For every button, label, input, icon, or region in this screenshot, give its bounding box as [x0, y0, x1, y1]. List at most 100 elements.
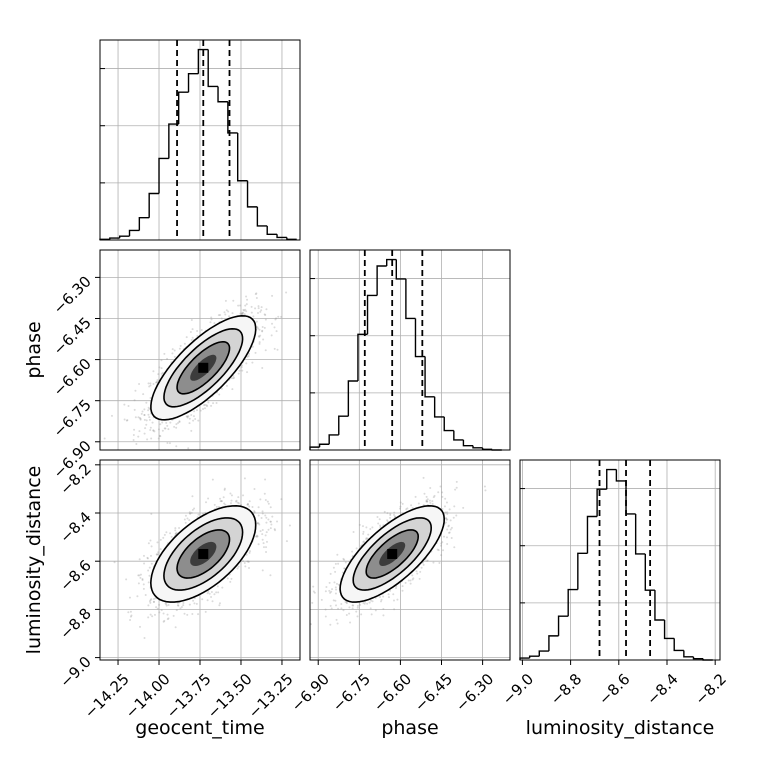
- scatter-point: [152, 429, 155, 432]
- scatter-point: [147, 616, 150, 619]
- scatter-point: [168, 442, 171, 445]
- scatter-point: [163, 619, 166, 622]
- scatter-point: [444, 497, 447, 500]
- scatter-point: [440, 554, 443, 557]
- scatter-point: [342, 609, 345, 612]
- scatter-point: [484, 489, 487, 492]
- scatter-point: [167, 603, 170, 606]
- scatter-point: [274, 318, 277, 321]
- scatter-point: [190, 338, 193, 341]
- scatter-point: [432, 561, 435, 564]
- scatter-point: [443, 505, 446, 508]
- scatter-point: [229, 580, 232, 583]
- scatter-point: [158, 366, 161, 369]
- scatter-point: [152, 601, 155, 604]
- scatter-point: [155, 606, 158, 609]
- scatter-point: [171, 348, 174, 351]
- scatter-point: [148, 574, 151, 577]
- scatter-point: [261, 325, 264, 328]
- scatter-point: [130, 614, 133, 617]
- scatter-point: [150, 554, 153, 557]
- scatter-point: [255, 320, 258, 323]
- scatter-point: [150, 512, 153, 515]
- scatter-point: [362, 601, 365, 604]
- scatter-point: [126, 419, 129, 422]
- scatter-point: [276, 520, 279, 523]
- scatter-point: [334, 562, 337, 565]
- scatter-point: [419, 570, 422, 573]
- scatter-point: [280, 315, 283, 318]
- scatter-point: [152, 600, 155, 603]
- scatter-point: [210, 404, 213, 407]
- scatter-point: [355, 547, 358, 550]
- scatter-point: [258, 328, 261, 331]
- scatter-point: [174, 626, 177, 629]
- scatter-point: [196, 409, 199, 412]
- scatter-point: [426, 500, 429, 503]
- scatter-point: [330, 607, 333, 610]
- scatter-point: [276, 348, 279, 351]
- scatter-point: [200, 329, 203, 332]
- scatter-point: [386, 520, 389, 523]
- scatter-point: [437, 549, 440, 552]
- scatter-point: [377, 522, 380, 525]
- scatter-point: [261, 510, 264, 513]
- scatter-point: [187, 447, 190, 450]
- scatter-point: [149, 601, 152, 604]
- scatter-point: [160, 359, 163, 362]
- scatter-point: [148, 418, 151, 421]
- scatter-point: [146, 556, 149, 559]
- scatter-point: [230, 377, 233, 380]
- scatter-point: [155, 381, 158, 384]
- scatter-point: [334, 586, 337, 589]
- scatter-point: [440, 542, 443, 545]
- scatter-point: [145, 401, 148, 404]
- scatter-point: [262, 338, 265, 341]
- scatter-point: [433, 494, 436, 497]
- scatter-point: [223, 311, 226, 314]
- scatter-point: [163, 533, 166, 536]
- scatter-point: [177, 421, 180, 424]
- scatter-point: [206, 405, 209, 408]
- scatter-point: [288, 524, 291, 527]
- scatter-point: [123, 403, 126, 406]
- scatter-point: [147, 409, 150, 412]
- scatter-point: [164, 427, 167, 430]
- scatter-point: [152, 383, 155, 386]
- scatter-point: [143, 432, 146, 435]
- scatter-point: [129, 615, 132, 618]
- scatter-point: [253, 487, 256, 490]
- scatter-point: [244, 304, 247, 307]
- scatter-point: [244, 565, 247, 568]
- scatter-point: [223, 488, 226, 491]
- scatter-point: [241, 311, 244, 314]
- scatter-point: [285, 540, 288, 543]
- scatter-point: [125, 578, 128, 581]
- scatter-point: [273, 326, 276, 329]
- scatter-point: [359, 603, 362, 606]
- scatter-point: [157, 437, 160, 440]
- scatter-point: [315, 509, 317, 511]
- scatter-point: [285, 291, 288, 294]
- scatter-point: [184, 514, 187, 517]
- scatter-point: [176, 604, 179, 607]
- scatter-point: [406, 507, 409, 510]
- scatter-point: [178, 420, 181, 423]
- scatter-point: [257, 327, 260, 330]
- scatter-point: [160, 609, 163, 612]
- scatter-point: [345, 601, 348, 604]
- scatter-point: [389, 516, 392, 519]
- scatter-point: [183, 518, 186, 521]
- scatter-point: [139, 573, 142, 576]
- scatter-point: [242, 560, 245, 563]
- scatter-point: [236, 567, 239, 570]
- scatter-point: [275, 317, 278, 320]
- scatter-point: [139, 417, 142, 420]
- scatter-point: [150, 598, 153, 601]
- scatter-point: [229, 502, 232, 505]
- scatter-point: [248, 551, 251, 554]
- scatter-point: [148, 600, 151, 603]
- scatter-point: [178, 347, 181, 350]
- scatter-point: [240, 366, 243, 369]
- scatter-point: [245, 362, 248, 365]
